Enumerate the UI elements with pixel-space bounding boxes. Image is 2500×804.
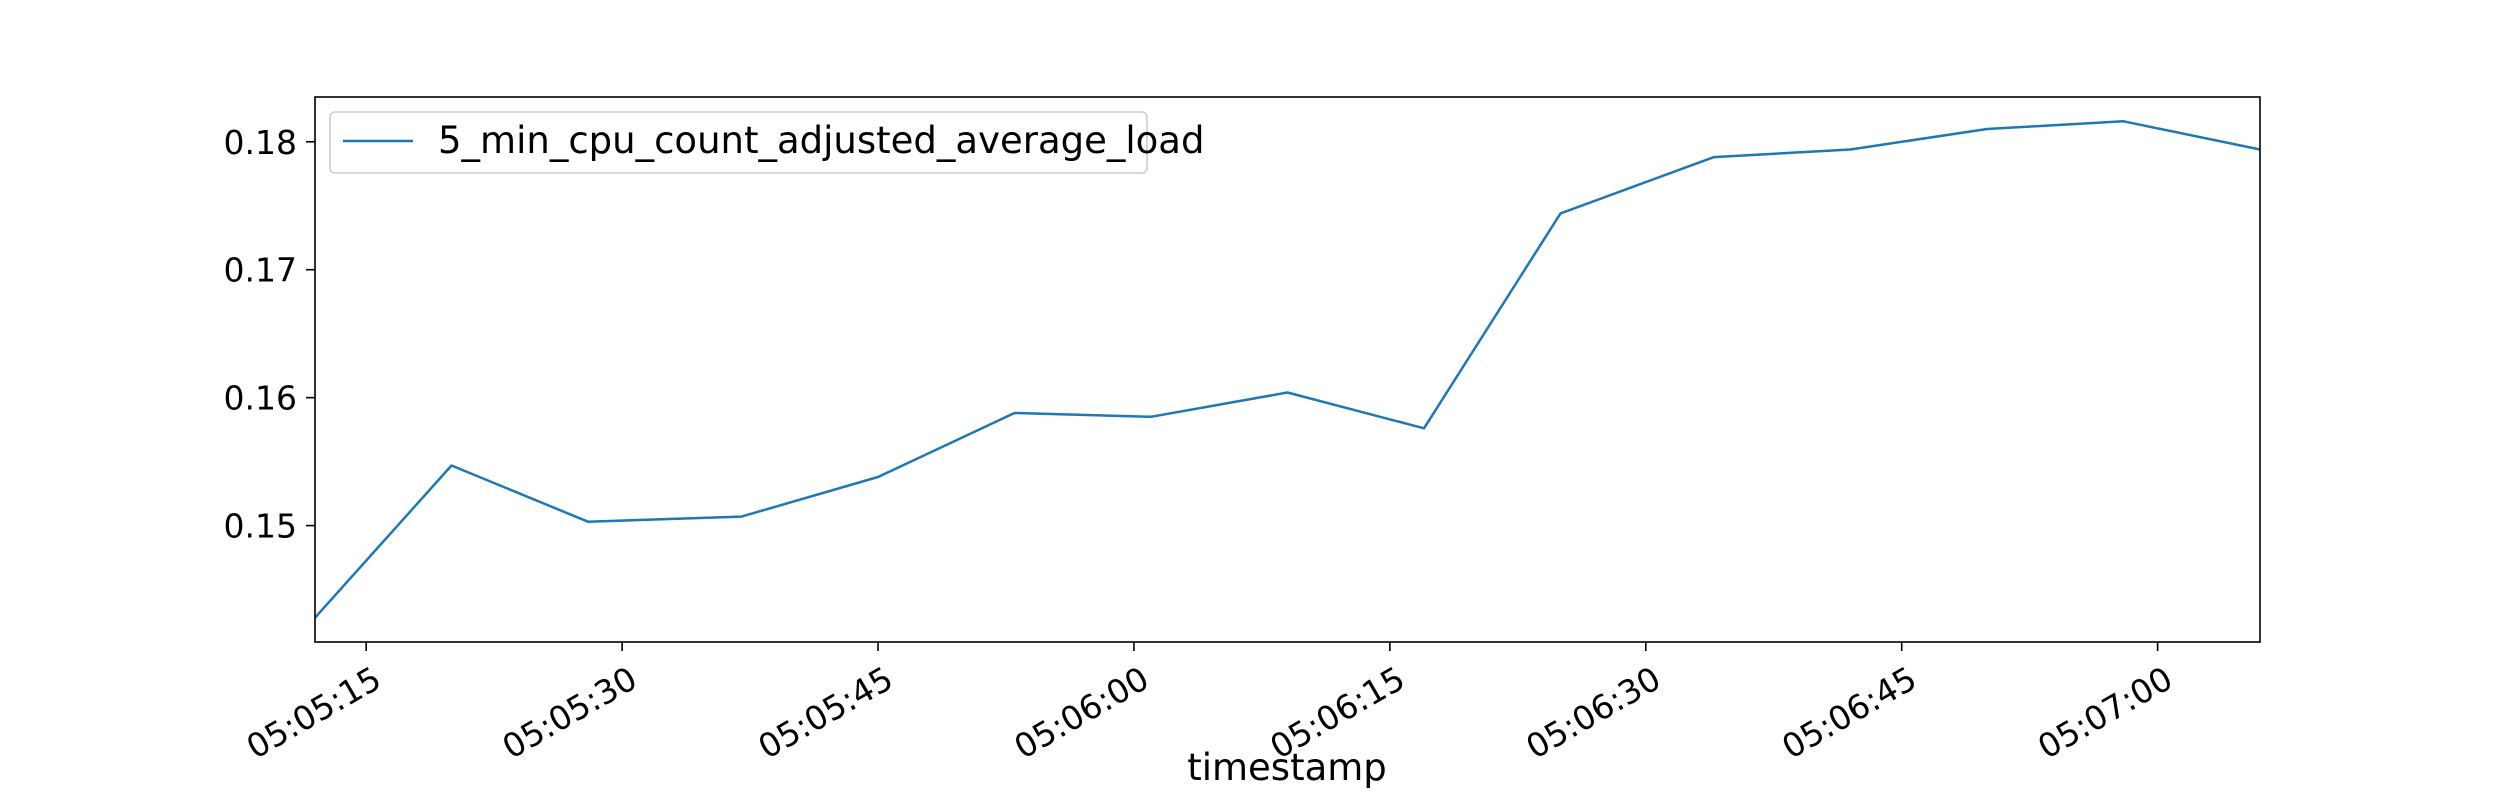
- y-axis: 0.15 0.16 0.17 0.18: [224, 123, 315, 546]
- series-line: [314, 120, 2261, 619]
- x-tick-label: 05:05:30: [496, 659, 644, 767]
- y-tick-label: 0.18: [224, 123, 297, 162]
- x-tick-label: 05:06:45: [1775, 659, 1923, 767]
- y-tick-label: 0.16: [224, 379, 297, 418]
- legend: 5_min_cpu_count_adjusted_average_load: [329, 111, 1204, 174]
- y-tick-label: 0.17: [224, 251, 297, 290]
- x-tick-label: 05:07:00: [2031, 659, 2179, 767]
- x-tick-label: 05:06:30: [1519, 659, 1667, 767]
- legend-label: 5_min_cpu_count_adjusted_average_load: [438, 119, 1204, 162]
- x-axis-label: timestamp: [1187, 746, 1387, 789]
- series-layer: [314, 120, 2261, 619]
- legend-box: [329, 111, 1148, 174]
- x-tick-label: 05:06:00: [1007, 659, 1155, 767]
- y-tick-label: 0.15: [224, 507, 297, 546]
- x-tick-label: 05:05:15: [240, 659, 388, 767]
- plot-frame: [314, 96, 2261, 643]
- x-tick-label: 05:05:45: [752, 659, 900, 767]
